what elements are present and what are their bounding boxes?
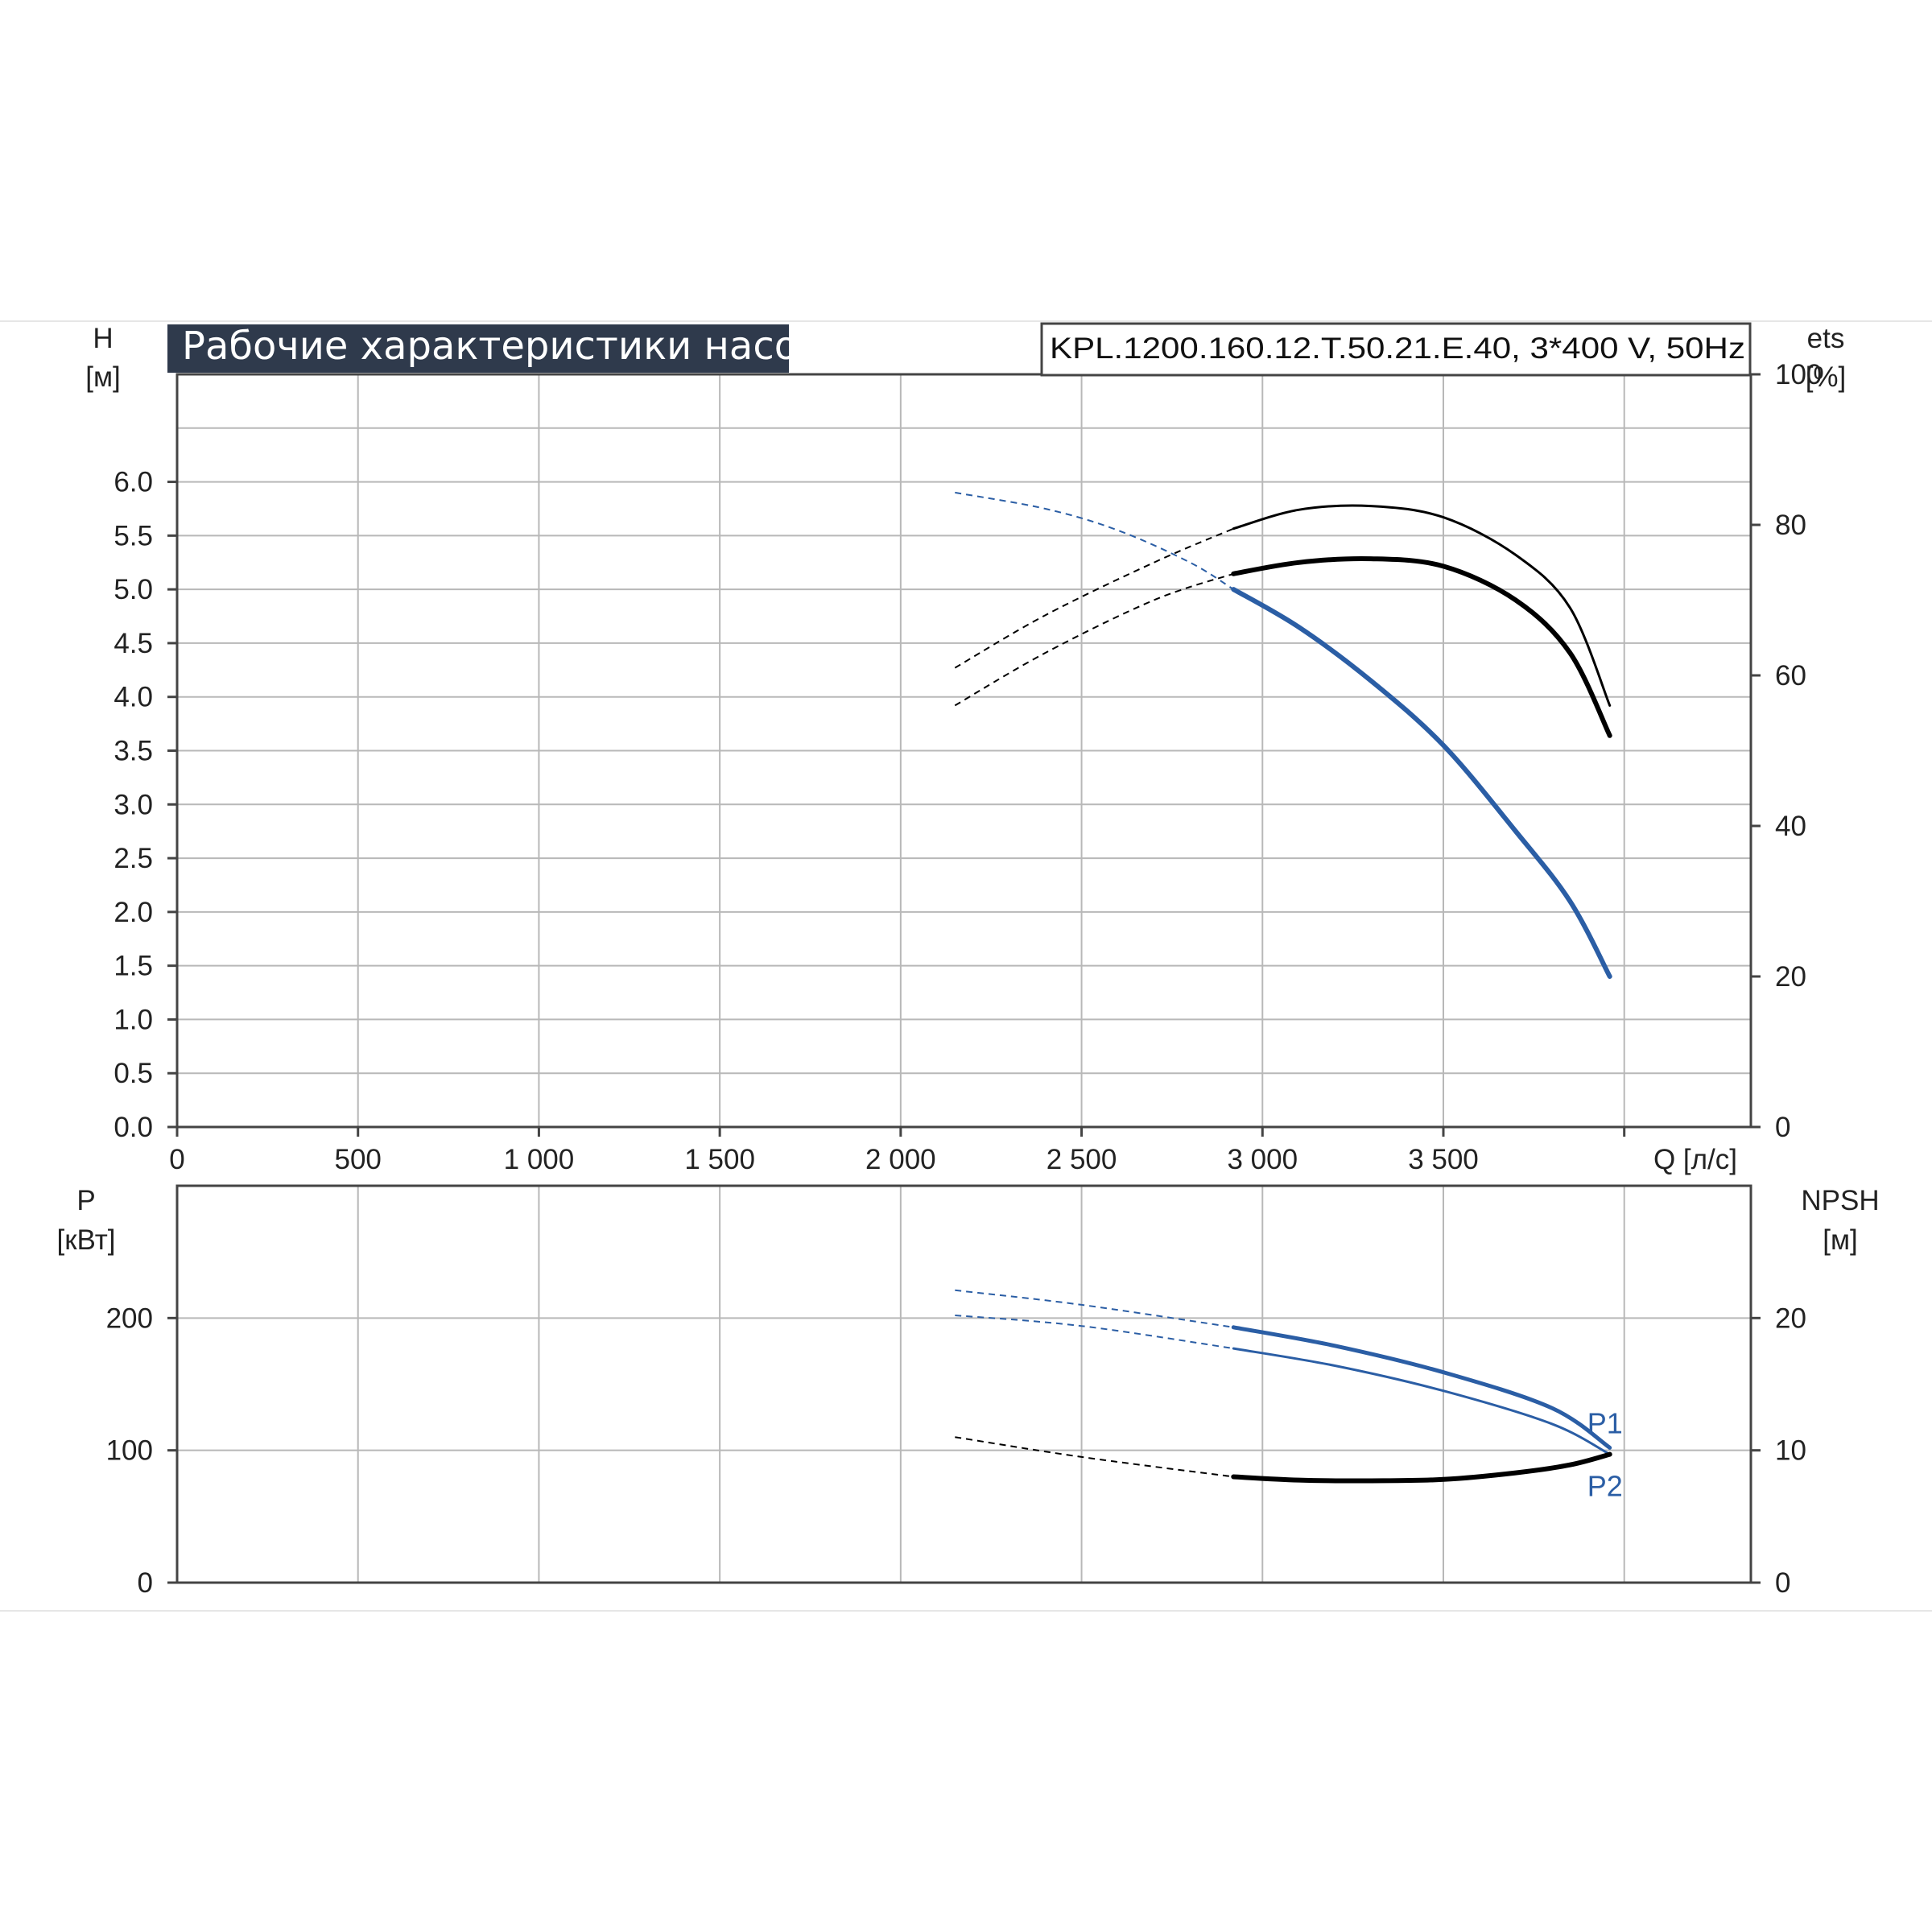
head-curve-extrapolated [955,491,1234,590]
tick-label-flow: 1 000 [504,1144,575,1175]
tick-label-head: 2.5 [114,843,153,874]
top-separator-line [0,320,1932,322]
tick-label-flow: 3 000 [1227,1144,1298,1175]
npsh-axis-unit: [м] [1823,1224,1858,1256]
tick-label-head: 5.5 [114,520,153,551]
head-panel-ticks: 0.0 0.5 1.0 1.5 2.0 2.5 3.0 3.5 4.0 4.5 5.0 5.5 6.0 0… [114,359,1822,1175]
model-box [1040,322,1752,377]
head-axis-label: H [93,323,113,354]
power-curve-p2-extrapolated [955,1315,1234,1350]
tick-label-head: 2.0 [114,897,153,928]
power-npsh-panel: P [кВт] NPSH [м] 0 100 200 0 10 20 P1 P2 [57,1184,1880,1599]
power-axis-unit: [кВт] [57,1224,116,1256]
power-panel-curves: P1 P2 [955,1289,1623,1503]
tick-label-head: 3.0 [114,789,153,820]
tick-label-efficiency: 20 [1775,961,1806,993]
npsh-curve [1231,1451,1612,1484]
bottom-separator-line [0,1610,1932,1612]
power-panel-frame [175,1184,1752,1584]
tick-label-efficiency: 80 [1775,510,1806,541]
tick-label-flow: 2 500 [1046,1144,1117,1175]
tick-label-head: 6.0 [114,467,153,498]
tick-label-head: 3.5 [114,736,153,767]
efficiency-curve-lower [1231,555,1612,738]
power-curve-p1 [1231,1325,1612,1450]
head-efficiency-panel: Рабочие характеристики насоса KPL.1200.1… [85,322,1847,1175]
head-axis-unit: [м] [85,361,121,393]
efficiency-axis-label: ets [1807,323,1845,354]
series-label-p1: P1 [1587,1406,1623,1439]
efficiency-curve-upper-extrapolated [954,527,1234,669]
tick-label-head: 0.0 [114,1112,153,1143]
tick-label-power: 0 [138,1567,153,1599]
tick-label-flow: 3 500 [1408,1144,1479,1175]
tick-label-head: 0.5 [114,1058,153,1089]
tick-label-head: 1.5 [114,951,153,982]
tick-label-flow: 1 500 [684,1144,755,1175]
head-curve [1231,587,1612,979]
tick-label-head: 5.0 [114,574,153,605]
tick-label-npsh: 20 [1775,1302,1806,1334]
tick-label-npsh: 10 [1775,1435,1806,1467]
npsh-axis-label: NPSH [1801,1185,1879,1216]
npsh-curve-extrapolated [955,1436,1234,1478]
tick-label-efficiency: 40 [1775,811,1806,842]
head-panel-grid [177,374,1751,1127]
power-panel-ticks: 0 100 200 0 10 20 [106,1302,1806,1599]
tick-label-head: 1.0 [114,1004,153,1035]
flow-axis-label: Q [л/с] [1653,1144,1737,1175]
title-banner [167,324,789,373]
tick-label-efficiency: 100 [1775,359,1822,390]
head-panel-curves [954,491,1612,979]
power-curve-p2 [1232,1347,1612,1456]
series-label-p2: P2 [1587,1470,1623,1503]
tick-label-efficiency: 60 [1775,660,1806,691]
tick-label-flow: 500 [335,1144,382,1175]
tick-label-power: 200 [106,1302,153,1334]
power-axis-label: P [76,1185,95,1216]
efficiency-curve-upper [1232,504,1612,707]
tick-label-flow: 0 [169,1144,184,1175]
tick-label-efficiency: 0 [1775,1112,1790,1143]
efficiency-curve-lower-extrapolated [954,572,1234,707]
power-curve-p1-extrapolated [955,1289,1234,1328]
tick-label-power: 100 [106,1435,153,1467]
power-panel-grid [177,1186,1751,1583]
tick-label-flow: 2 000 [865,1144,936,1175]
model-label: KPL.1200.160.12.T.50.21.E.40, 3*400 V, 5… [1050,332,1745,365]
efficiency-axis-unit: [%] [1806,361,1847,393]
tick-label-npsh: 0 [1775,1567,1790,1599]
chart-title: Рабочие характеристики насоса [182,324,843,369]
tick-label-head: 4.5 [114,628,153,659]
tick-label-head: 4.0 [114,682,153,713]
